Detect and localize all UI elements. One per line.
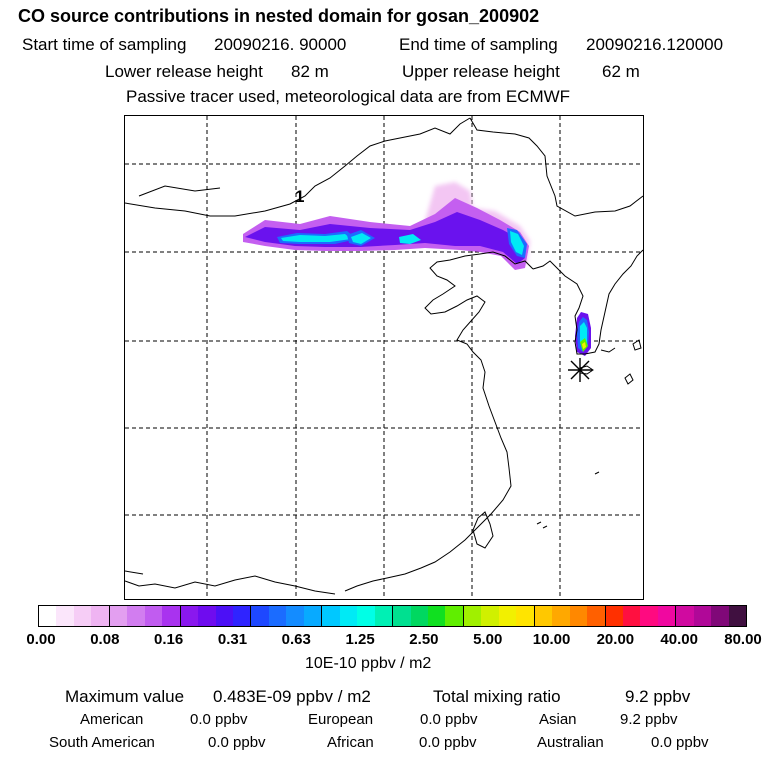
colorbar-swatch bbox=[552, 606, 570, 626]
colorbar-tick-label: 0.63 bbox=[281, 631, 311, 648]
colorbar-swatch bbox=[410, 606, 428, 626]
upper-release-label: Upper release height bbox=[402, 62, 560, 81]
colorbar-swatch bbox=[268, 606, 287, 626]
map-panel: 1 bbox=[124, 115, 644, 600]
max-value: 0.483E-09 ppbv / m2 bbox=[213, 687, 371, 706]
colorbar-swatch bbox=[374, 606, 394, 626]
trajectory-marker-label: 1 bbox=[295, 187, 304, 206]
colorbar-swatch bbox=[56, 606, 74, 626]
colorbar-tick-label: 5.00 bbox=[473, 631, 503, 648]
colorbar-swatch bbox=[640, 606, 658, 626]
colorbar-swatch bbox=[144, 606, 163, 626]
colorbar-swatch bbox=[481, 606, 499, 626]
lower-release-value: 82 m bbox=[291, 62, 329, 81]
total-mixing-value: 9.2 ppbv bbox=[625, 687, 691, 706]
concentration-plume-korea bbox=[575, 312, 591, 356]
total-mixing-label: Total mixing ratio bbox=[433, 687, 561, 706]
colorbar-swatch bbox=[232, 606, 252, 626]
page-title: CO source contributions in nested domain… bbox=[18, 6, 540, 26]
colorbar-tick-label: 0.16 bbox=[154, 631, 184, 648]
source-value-south-american: 0.0 ppbv bbox=[208, 734, 266, 751]
colorbar-swatch bbox=[251, 606, 269, 626]
colorbar-tick-label: 1.25 bbox=[345, 631, 375, 648]
source-value-australian: 0.0 ppbv bbox=[651, 734, 709, 751]
colorbar-swatch bbox=[39, 606, 57, 626]
lat-lon-grid bbox=[125, 116, 643, 599]
receptor-asterisk-icon bbox=[568, 358, 592, 382]
colorbar-swatch bbox=[728, 606, 747, 626]
colorbar-tick-label: 80.00 bbox=[724, 631, 762, 648]
colorbar-swatch bbox=[91, 606, 110, 626]
colorbar-swatch bbox=[463, 606, 482, 626]
concentration-plume-north bbox=[243, 182, 530, 270]
colorbar-swatch bbox=[127, 606, 145, 626]
end-time-label: End time of sampling bbox=[399, 35, 558, 54]
colorbar-swatch bbox=[215, 606, 233, 626]
colorbar-swatch bbox=[657, 606, 677, 626]
colorbar-swatch bbox=[286, 606, 304, 626]
end-time-value: 20090216.120000 bbox=[586, 35, 724, 54]
tracer-note: Passive tracer used, meteorological data… bbox=[126, 87, 571, 106]
colorbar-swatch bbox=[622, 606, 641, 626]
colorbar-swatch bbox=[676, 606, 694, 626]
colorbar-swatch bbox=[180, 606, 199, 626]
colorbar bbox=[38, 605, 747, 627]
max-value-label: Maximum value bbox=[65, 687, 185, 706]
source-name-asian: Asian bbox=[539, 711, 577, 728]
coastlines bbox=[125, 117, 643, 595]
colorbar-swatch bbox=[427, 606, 446, 626]
colorbar-swatch bbox=[534, 606, 553, 626]
colorbar-swatch bbox=[605, 606, 623, 626]
source-name-australian: Australian bbox=[537, 734, 604, 751]
colorbar-swatch bbox=[109, 606, 128, 626]
colorbar-swatch bbox=[711, 606, 729, 626]
source-value-asian: 9.2 ppbv bbox=[620, 711, 678, 728]
lower-release-label: Lower release height bbox=[105, 62, 263, 81]
colorbar-tick-label: 0.31 bbox=[217, 631, 248, 648]
map-canvas: 1 bbox=[125, 116, 643, 599]
colorbar-tick-label: 20.00 bbox=[596, 631, 635, 648]
start-time-label: Start time of sampling bbox=[22, 35, 187, 54]
colorbar-swatch bbox=[357, 606, 375, 626]
colorbar-swatch bbox=[393, 606, 411, 626]
colorbar-swatch bbox=[198, 606, 216, 626]
colorbar-swatch bbox=[569, 606, 588, 626]
colorbar-swatch bbox=[498, 606, 517, 626]
colorbar-unit: 10E-10 ppbv / m2 bbox=[305, 655, 432, 672]
colorbar-tick-label: 2.50 bbox=[409, 631, 439, 648]
colorbar-swatch bbox=[162, 606, 181, 626]
source-value-african: 0.0 ppbv bbox=[419, 734, 477, 751]
source-name-european: European bbox=[308, 711, 374, 728]
colorbar-swatch bbox=[587, 606, 606, 626]
start-time-value: 20090216. 90000 bbox=[214, 35, 347, 54]
colorbar-swatch bbox=[303, 606, 323, 626]
colorbar-swatch bbox=[322, 606, 340, 626]
source-value-american: 0.0 ppbv bbox=[190, 711, 248, 728]
colorbar-tick-label: 0.08 bbox=[90, 631, 120, 648]
colorbar-tick-label: 40.00 bbox=[660, 631, 698, 648]
colorbar-swatch bbox=[445, 606, 464, 626]
colorbar-swatch bbox=[516, 606, 535, 626]
upper-release-value: 62 m bbox=[602, 62, 640, 81]
source-name-south-american: South American bbox=[49, 734, 155, 751]
source-name-african: African bbox=[327, 734, 374, 751]
colorbar-tick-label: 0.00 bbox=[26, 631, 56, 648]
colorbar-swatch bbox=[693, 606, 712, 626]
source-name-american: American bbox=[80, 711, 144, 728]
colorbar-swatch bbox=[73, 606, 92, 626]
colorbar-swatch bbox=[339, 606, 358, 626]
colorbar-tick-label: 10.00 bbox=[532, 631, 571, 648]
source-value-european: 0.0 ppbv bbox=[420, 711, 478, 728]
